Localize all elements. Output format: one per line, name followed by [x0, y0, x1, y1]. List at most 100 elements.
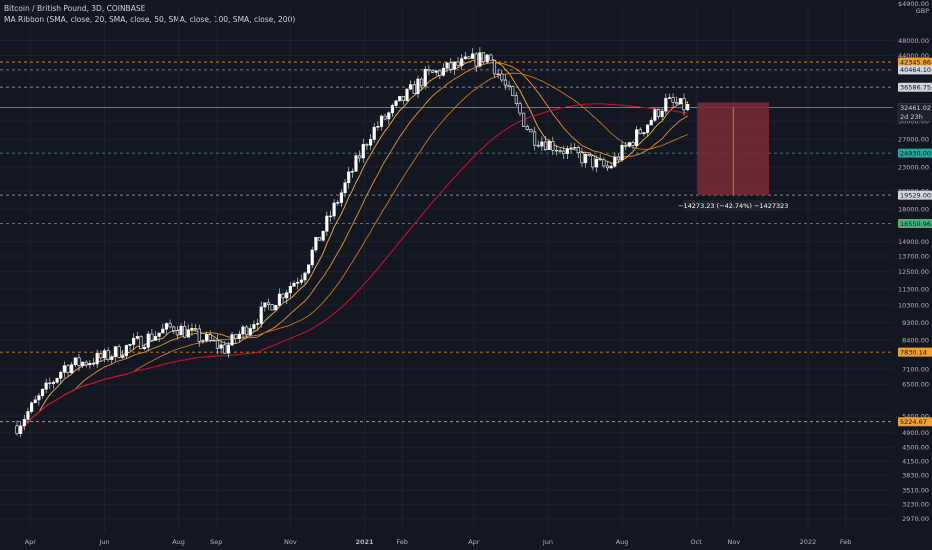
- level-tag: [898, 148, 932, 158]
- candle-body: [81, 361, 85, 366]
- candle-body: [40, 388, 45, 396]
- price-tick-label: 3830.00: [902, 471, 929, 479]
- candle-body: [132, 338, 136, 345]
- candle-body: [507, 84, 511, 87]
- candle-body: [481, 52, 486, 63]
- candle-body: [234, 334, 238, 340]
- candle-body: [379, 115, 384, 127]
- candle-body: [438, 70, 442, 76]
- candle-body: [543, 141, 548, 150]
- candle-body: [285, 292, 289, 299]
- time-axis[interactable]: Apr Jun Aug Sep Nov 2021 Feb Apr Jun Aug Oct Nov 202…: [25, 538, 852, 546]
- candle-body: [358, 155, 362, 159]
- level-tag: [898, 65, 932, 75]
- candle-body: [405, 88, 409, 101]
- ma-line-200: [16, 103, 688, 435]
- price-tick-label: 10300.00: [898, 301, 929, 309]
- candle-body: [139, 336, 143, 350]
- candle-body: [638, 129, 642, 134]
- price-tick-label: 5400.00: [902, 412, 929, 420]
- time-tick-label: Aug: [616, 538, 629, 546]
- level-tag-label: 7830.14: [900, 348, 927, 356]
- candle-body: [128, 344, 132, 346]
- candle-body: [321, 230, 325, 241]
- price-axis[interactable]: $4900.00GBP48000.0044000.0040000.0030000…: [893, 0, 932, 550]
- candle-body: [518, 103, 522, 114]
- candle-body: [646, 124, 650, 133]
- candle-body: [307, 264, 311, 274]
- candle-body: [580, 152, 584, 164]
- candle-body: [409, 84, 413, 90]
- time-tick-label: Apr: [468, 538, 480, 546]
- candle-body: [390, 105, 395, 114]
- candle-body: [430, 70, 435, 73]
- candle-body: [332, 202, 336, 217]
- level-tag-label: 40464.10: [900, 66, 931, 74]
- candle-body: [500, 73, 504, 81]
- time-tick-label: 2021: [355, 538, 374, 546]
- candle-body: [368, 139, 373, 146]
- candle-body: [62, 365, 66, 373]
- candle-body: [70, 364, 74, 374]
- candle-body: [605, 165, 610, 169]
- time-tick-label: Nov: [284, 538, 297, 546]
- candle-body: [339, 192, 343, 203]
- ma-line-50: [16, 62, 688, 435]
- short-position-tool[interactable]: −14273.23 (−42.74%) −1427323: [678, 102, 788, 212]
- candle-body: [398, 96, 402, 102]
- candle-body: [445, 62, 449, 69]
- candle-body: [660, 110, 664, 117]
- candle-body: [624, 144, 628, 147]
- candle-body: [223, 344, 227, 354]
- level-tag: [898, 82, 932, 92]
- candle-body: [212, 339, 216, 342]
- price-tick-label: 18000.00: [898, 205, 929, 213]
- time-tick-label: 2022: [800, 538, 817, 546]
- candle-body: [226, 344, 230, 354]
- candle-body: [474, 53, 478, 67]
- candle-body: [66, 365, 70, 374]
- candle-body: [336, 202, 340, 204]
- last-price-tag: [897, 103, 932, 122]
- time-tick-label: Oct: [691, 538, 703, 546]
- candle-body: [642, 132, 646, 134]
- candle-body: [664, 98, 668, 112]
- symbol-title[interactable]: Bitcoin / British Pound, 3D, COINBASE: [4, 4, 146, 13]
- candle-body: [511, 86, 515, 97]
- candle-body: [277, 293, 282, 306]
- price-tick-label: 14900.00: [898, 238, 929, 246]
- candle-body: [376, 126, 380, 128]
- candle-body: [113, 346, 117, 357]
- candle-body: [423, 69, 427, 87]
- candle-body: [241, 326, 245, 335]
- candle-body: [347, 171, 351, 184]
- candle-body: [30, 402, 34, 412]
- candle-body: [686, 104, 690, 111]
- candle-body: [522, 112, 526, 127]
- candle-body: [172, 326, 176, 331]
- candle-body: [383, 115, 387, 120]
- candle-body: [33, 399, 37, 404]
- indicator-title[interactable]: MA Ribbon (SMA, close, 20, SMA, close, 5…: [4, 15, 296, 24]
- candle-body: [354, 155, 358, 172]
- price-tick-label: 48000.00: [898, 37, 929, 45]
- candle-body: [230, 334, 234, 346]
- price-tick-label: 8400.00: [902, 336, 929, 344]
- price-tick-label: 27000.00: [898, 136, 929, 144]
- candle-body: [569, 147, 573, 150]
- candle-body: [427, 69, 431, 72]
- price-tick-label: 12500.00: [898, 268, 929, 276]
- candle-body: [303, 272, 307, 281]
- candle-body: [208, 334, 212, 341]
- stop-zone: [697, 102, 770, 108]
- candle-body: [678, 98, 682, 105]
- candle-body: [565, 148, 569, 154]
- time-tick-label: Jun: [542, 538, 553, 546]
- candle-body: [157, 332, 161, 337]
- candle-body: [401, 96, 405, 101]
- candle-body: [73, 357, 77, 366]
- candle-body: [266, 302, 271, 305]
- candle-body: [281, 293, 285, 299]
- price-tick-label: 3510.00: [902, 486, 929, 494]
